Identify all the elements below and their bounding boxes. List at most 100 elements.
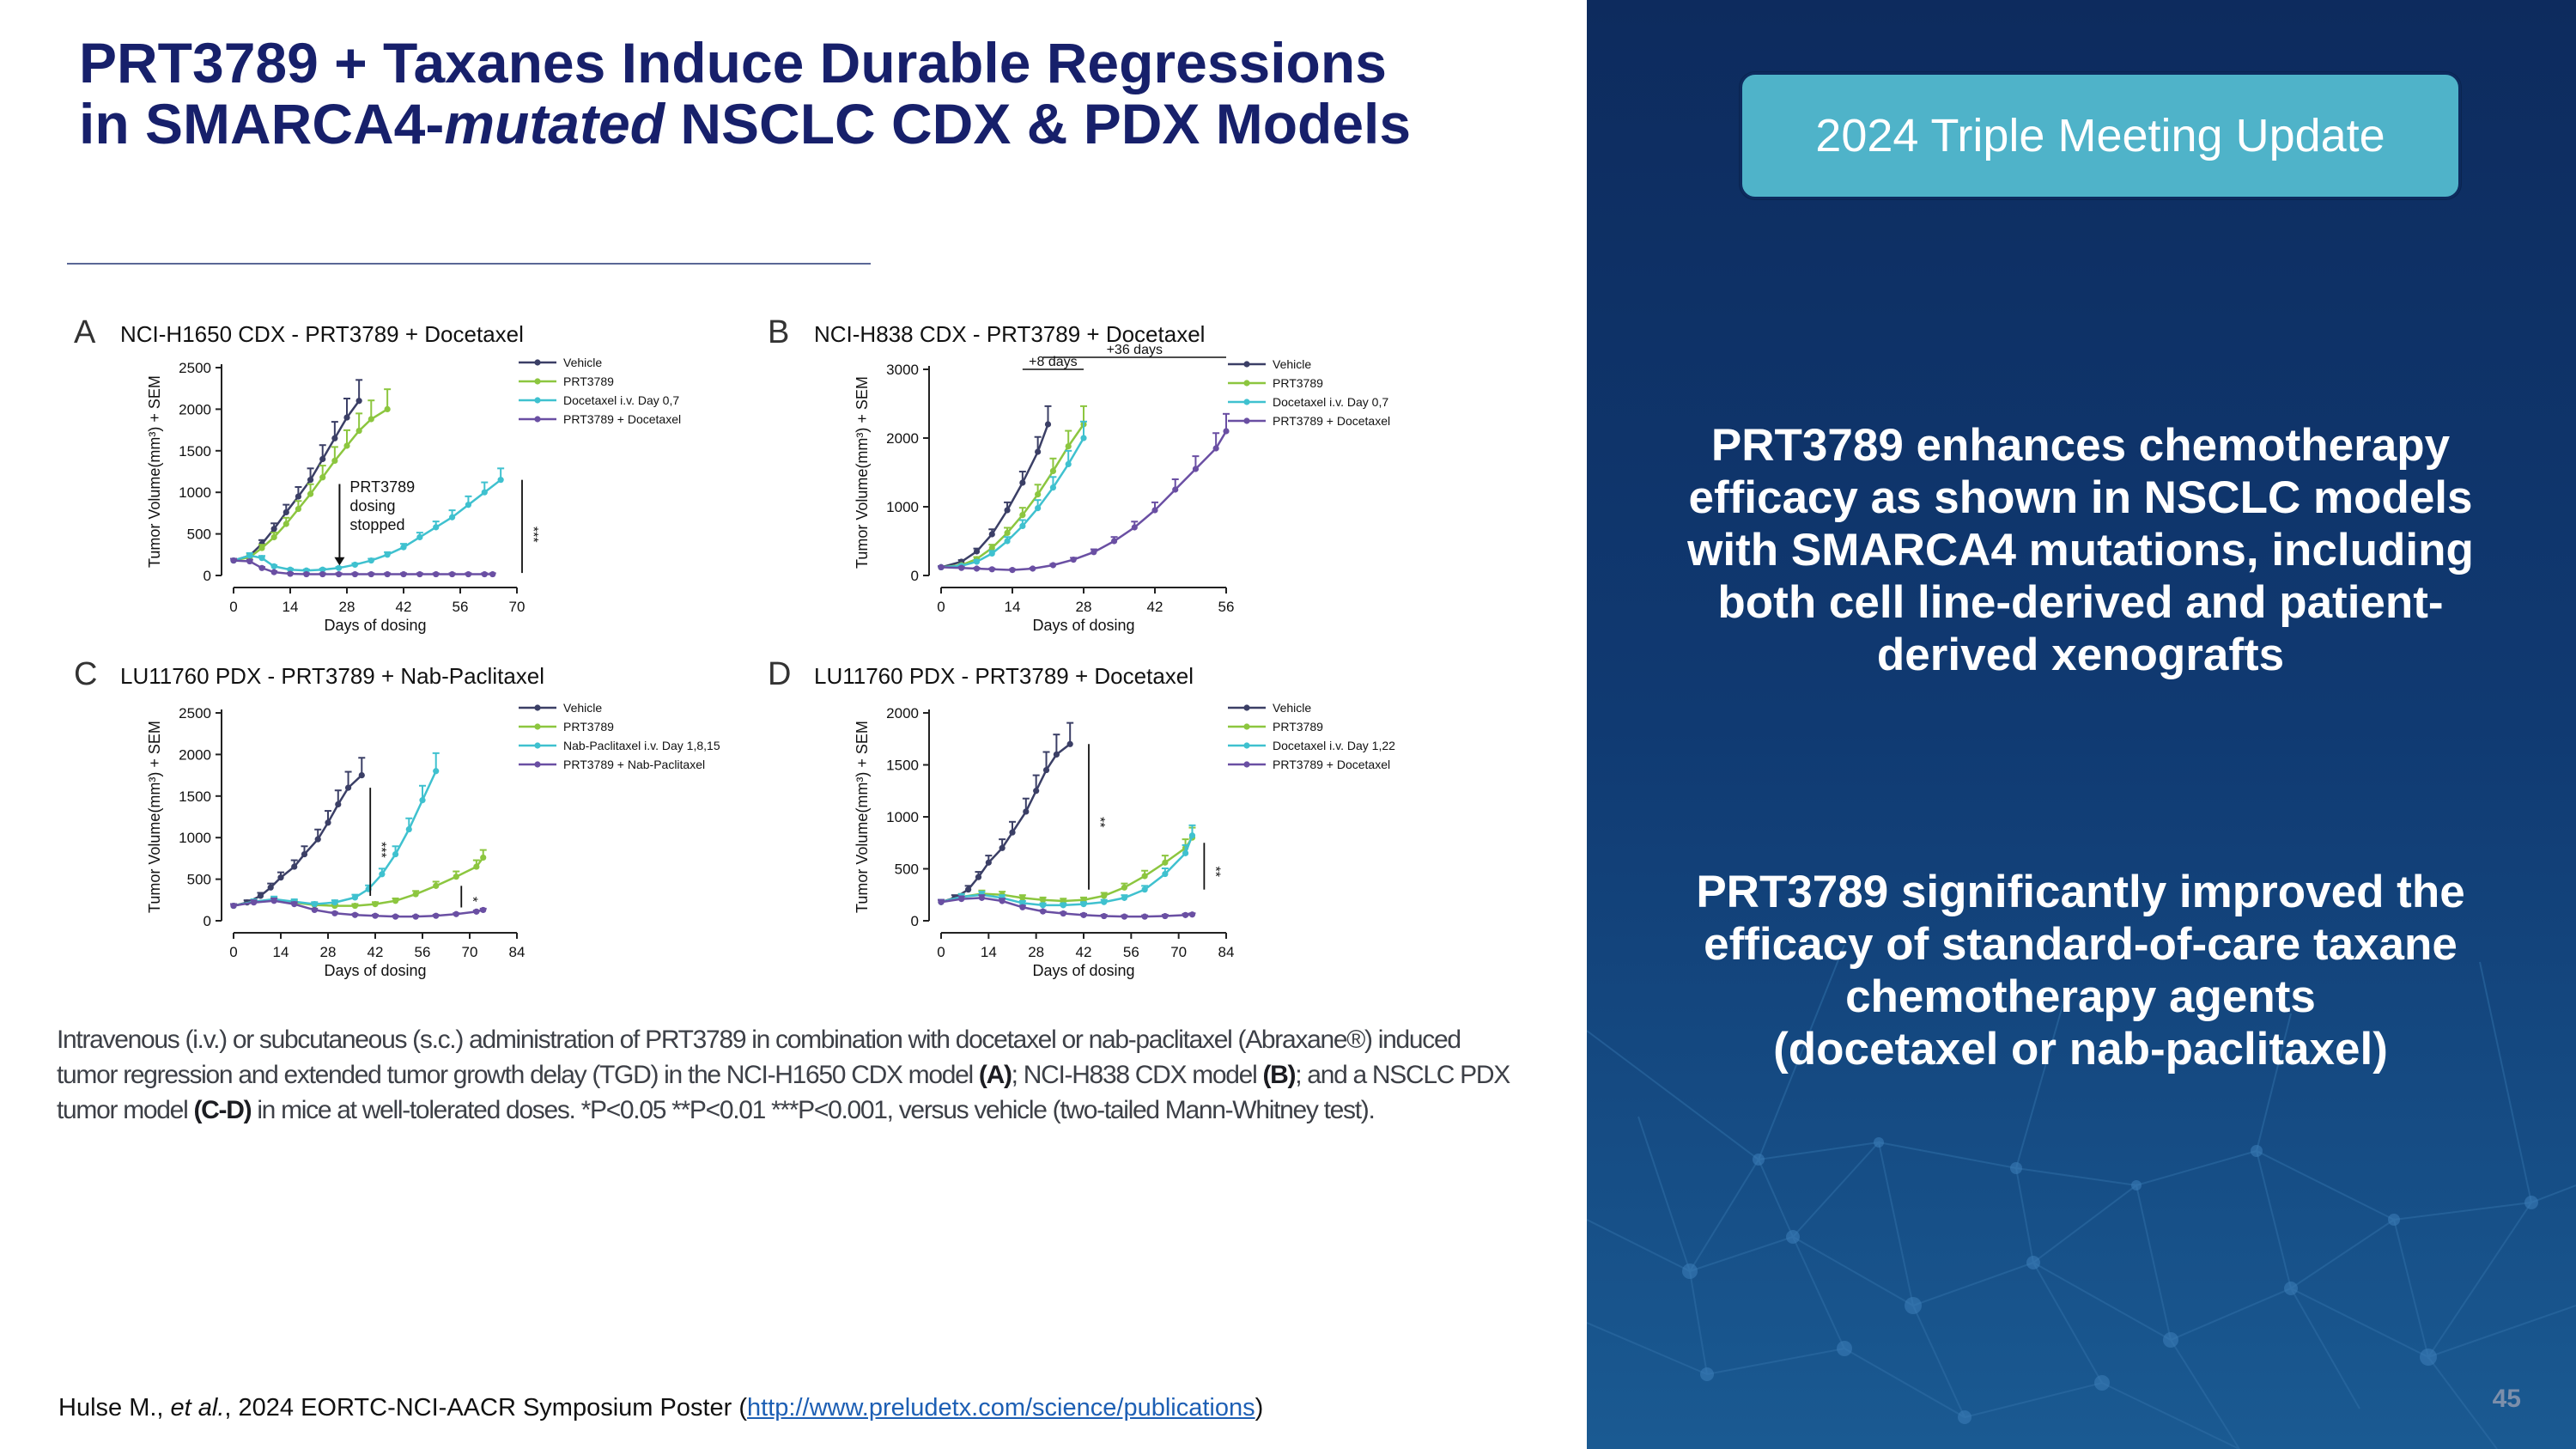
data-point <box>973 558 981 565</box>
data-point <box>1080 435 1087 441</box>
significance-stars: *** <box>526 527 540 543</box>
data-point <box>1070 557 1077 563</box>
x-tick-label: 70 <box>1170 944 1187 960</box>
data-point <box>291 863 298 870</box>
significance-stars: * <box>465 897 479 902</box>
legend-marker <box>1243 742 1250 749</box>
data-point <box>250 899 258 906</box>
x-tick-label: 56 <box>453 599 469 615</box>
data-point <box>277 874 284 881</box>
data-point <box>331 910 338 916</box>
citation-link[interactable]: http://www.preludetx.com/science/publica… <box>747 1394 1255 1422</box>
data-point <box>379 871 386 878</box>
legend-label: Docetaxel i.v. Day 0,7 <box>1273 395 1388 409</box>
chart-svg: 0 1000 2000 3000 0 14 28 42 56 Days of dosing Tumo… <box>854 343 1390 634</box>
data-point <box>1049 484 1057 491</box>
x-axis-label: Days of dosing <box>1032 962 1134 979</box>
legend-marker <box>1243 704 1250 711</box>
data-point <box>473 863 480 870</box>
data-point <box>283 521 289 527</box>
series-line <box>233 774 363 907</box>
x-tick-label: 42 <box>396 599 412 615</box>
data-point <box>1049 562 1057 569</box>
data-point <box>1009 567 1016 574</box>
data-point <box>1080 901 1087 908</box>
y-tick-label: 0 <box>204 568 211 584</box>
data-point <box>311 906 318 914</box>
significance-stars: *** <box>374 842 388 858</box>
citation-etal: et al. <box>170 1394 225 1422</box>
x-axis-label: Days of dosing <box>324 617 426 634</box>
key-message-2-main: PRT3789 significantly improved the effic… <box>1696 867 2465 1022</box>
data-point <box>1188 911 1196 918</box>
x-tick-label: 70 <box>509 599 526 615</box>
x-tick-label: 28 <box>320 944 337 960</box>
data-point <box>999 844 1005 851</box>
y-tick-label: 2000 <box>886 430 919 447</box>
x-tick-label: 14 <box>1005 599 1021 615</box>
data-point <box>1019 522 1026 529</box>
data-point <box>480 906 487 914</box>
data-point <box>257 892 264 899</box>
data-point <box>1049 467 1057 474</box>
data-point <box>497 477 504 484</box>
data-point <box>344 784 352 791</box>
data-point <box>453 874 459 880</box>
data-point <box>481 489 488 496</box>
legend-marker <box>534 397 541 404</box>
data-point <box>1182 849 1189 856</box>
data-point <box>958 564 965 571</box>
data-point <box>412 913 419 920</box>
data-point <box>1110 538 1118 545</box>
data-point <box>1101 892 1108 899</box>
y-tick-label: 1500 <box>179 443 211 460</box>
y-axis-label: Tumor Volume(mm³) + SEM <box>146 721 163 913</box>
x-tick-label: 0 <box>937 599 945 615</box>
data-point <box>1033 788 1040 795</box>
legend-marker <box>1243 380 1250 387</box>
x-tick-label: 14 <box>283 599 299 615</box>
y-axis-label: Tumor Volume(mm³) + SEM <box>854 376 871 569</box>
legend-marker <box>534 704 541 711</box>
y-tick-label: 0 <box>911 568 919 584</box>
data-point <box>311 901 318 908</box>
x-axis-label: Days of dosing <box>1032 617 1134 634</box>
data-point <box>465 570 472 578</box>
legend-label: PRT3789 <box>1273 720 1323 734</box>
figure-caption: Intravenous (i.v.) or subcutaneous (s.c.… <box>57 1022 1525 1128</box>
y-tick-label: 2000 <box>179 746 211 763</box>
x-tick-label: 14 <box>273 944 289 960</box>
data-point <box>1065 443 1072 450</box>
data-point <box>355 398 362 405</box>
caption-text-1: Intravenous (i.v.) or subcutaneous (s.c.… <box>57 1026 1461 1089</box>
y-tick-label: 2500 <box>179 360 211 376</box>
data-point <box>1004 529 1011 536</box>
data-point <box>1019 512 1026 519</box>
data-point <box>1035 491 1042 498</box>
data-point <box>335 801 342 808</box>
data-point <box>270 533 277 541</box>
data-point <box>416 570 423 578</box>
chart-title: NCI-H838 CDX - PRT3789 + Docetaxel <box>814 321 1206 347</box>
dosing-stop-annotation: PRT3789 <box>349 478 415 496</box>
series-line <box>940 423 1085 569</box>
x-tick-label: 28 <box>339 599 355 615</box>
data-point <box>1065 460 1072 467</box>
data-point <box>1121 913 1128 920</box>
tgd-label: +36 days <box>1107 343 1163 357</box>
caption-text-4: in mice at well-tolerated doses. *P<0.05… <box>251 1096 1375 1124</box>
data-point <box>1101 912 1108 920</box>
data-point <box>1188 832 1196 839</box>
dosing-stop-arrowhead <box>334 557 345 566</box>
x-tick-label: 42 <box>1147 599 1163 615</box>
data-point <box>1044 421 1052 428</box>
y-tick-label: 500 <box>187 527 211 543</box>
data-point <box>1151 507 1158 514</box>
data-point <box>319 570 326 578</box>
data-point <box>287 570 294 577</box>
data-point <box>335 570 343 578</box>
data-point <box>988 531 995 538</box>
citation-authors: Hulse M., <box>58 1394 171 1422</box>
y-tick-label: 500 <box>895 861 919 878</box>
data-point <box>1141 913 1148 920</box>
